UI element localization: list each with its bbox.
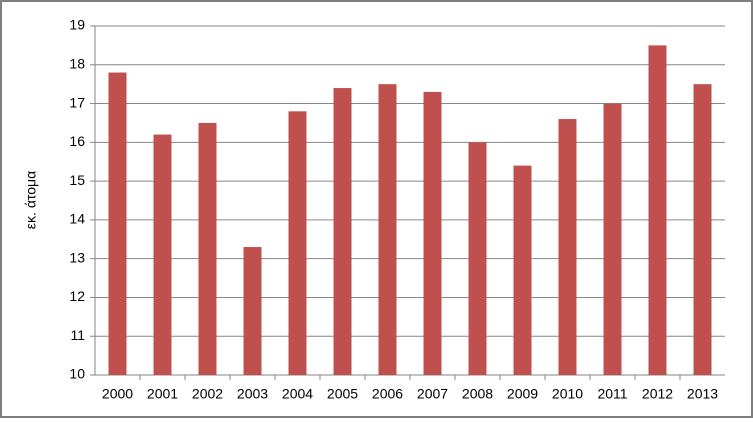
x-tick-label: 2011 bbox=[597, 386, 627, 402]
y-tick-label: 11 bbox=[70, 327, 85, 343]
bar bbox=[288, 111, 307, 376]
y-tick-label: 14 bbox=[69, 211, 85, 227]
x-tick-label: 2002 bbox=[192, 386, 223, 402]
bar bbox=[558, 119, 577, 375]
y-tick-label: 19 bbox=[69, 17, 85, 33]
x-tick-label: 2012 bbox=[642, 386, 673, 402]
x-tick-label: 2008 bbox=[462, 386, 493, 402]
x-tick-label: 2007 bbox=[417, 386, 448, 402]
y-tick-label: 13 bbox=[69, 249, 85, 265]
y-tick-label: 17 bbox=[69, 94, 85, 110]
bar bbox=[153, 134, 172, 375]
x-tick-label: 2005 bbox=[327, 386, 358, 402]
x-tick-label: 2009 bbox=[507, 386, 538, 402]
x-tick-label: 2000 bbox=[102, 386, 133, 402]
y-tick-label: 18 bbox=[69, 55, 85, 71]
bar bbox=[243, 247, 262, 375]
x-tick-label: 2010 bbox=[552, 386, 583, 402]
x-tick-label: 2001 bbox=[147, 386, 178, 402]
y-tick-label: 15 bbox=[69, 172, 85, 188]
bar bbox=[468, 142, 487, 375]
x-tick-label: 2013 bbox=[687, 386, 718, 402]
bar bbox=[648, 45, 667, 376]
bar bbox=[603, 103, 622, 376]
y-tick-label: 10 bbox=[69, 366, 85, 382]
y-tick-label: 16 bbox=[69, 133, 85, 149]
bar bbox=[513, 165, 532, 375]
x-tick-label: 2004 bbox=[282, 386, 313, 402]
bar bbox=[423, 91, 442, 375]
y-tick-label: 12 bbox=[69, 288, 85, 304]
y-axis-label: εκ. άτομα bbox=[23, 171, 39, 229]
x-tick-label: 2003 bbox=[237, 386, 268, 402]
bar bbox=[333, 88, 352, 376]
bar bbox=[108, 72, 127, 376]
bar bbox=[693, 84, 712, 376]
bar bbox=[198, 122, 217, 375]
x-tick-label: 2006 bbox=[372, 386, 403, 402]
bar bbox=[378, 84, 397, 376]
